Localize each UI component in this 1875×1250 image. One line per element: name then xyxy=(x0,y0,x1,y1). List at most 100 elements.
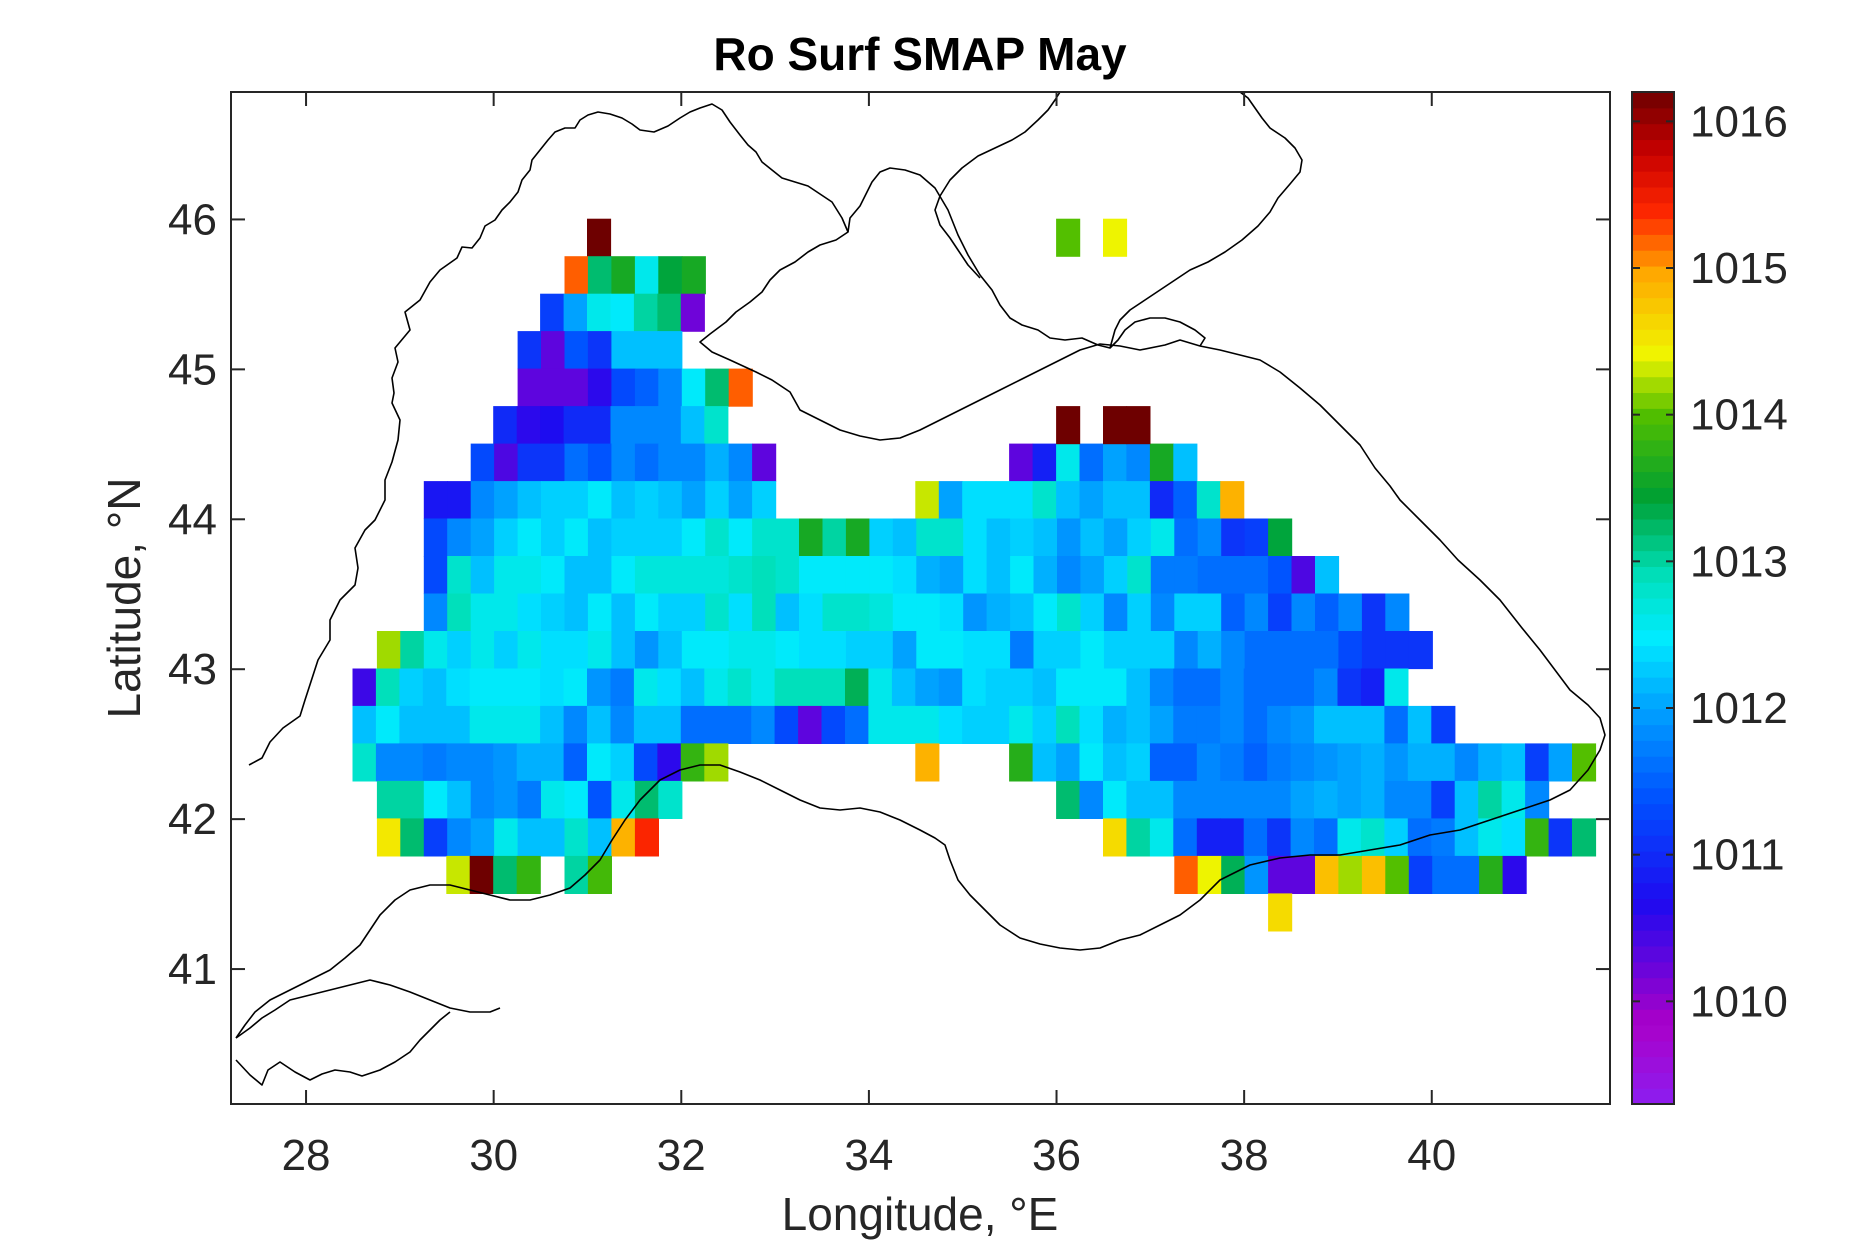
colorbar-tick-label: 1012 xyxy=(1690,684,1788,733)
heatmap-cell xyxy=(634,780,659,819)
heatmap-cell xyxy=(541,780,566,819)
colorbar-tick-label: 1013 xyxy=(1690,537,1788,586)
heatmap-cell xyxy=(939,518,964,557)
heatmap-cell xyxy=(1454,780,1479,819)
heatmap-cell xyxy=(1244,518,1269,557)
heatmap-cell xyxy=(1173,780,1198,819)
heatmap-cell xyxy=(447,593,472,632)
heatmap-cell xyxy=(1501,818,1526,857)
y-axis-ticks: 41 42 43 44 45 46 xyxy=(168,195,1610,994)
heatmap-cell xyxy=(422,668,447,707)
heatmap-cell xyxy=(1431,743,1456,782)
heatmap-cell xyxy=(1197,518,1222,557)
heatmap-cell xyxy=(1127,593,1152,632)
heatmap-cell xyxy=(541,556,566,595)
heatmap-cell xyxy=(352,668,377,707)
heatmap-cell xyxy=(611,593,636,632)
heatmap-cell xyxy=(1361,855,1386,894)
x-tick-label: 36 xyxy=(1032,1131,1081,1180)
heatmap-cell xyxy=(517,818,542,857)
heatmap-cell xyxy=(1314,743,1339,782)
heatmap-cell xyxy=(1407,705,1432,744)
heatmap-cell xyxy=(375,668,400,707)
heatmap-cell xyxy=(1361,631,1386,670)
heatmap-cell xyxy=(1243,780,1268,819)
heatmap-cell xyxy=(1291,556,1316,595)
heatmap-cell xyxy=(587,705,612,744)
heatmap-cell xyxy=(892,593,917,632)
heatmap-cell xyxy=(634,818,659,857)
heatmap-cell xyxy=(563,293,588,332)
heatmap-cell xyxy=(681,481,706,520)
heatmap-cell xyxy=(587,256,612,295)
heatmap-cell xyxy=(845,705,870,744)
heatmap-cell xyxy=(915,481,940,520)
heatmap-cell xyxy=(892,556,917,595)
colorbar-swatch xyxy=(1632,550,1674,567)
heatmap-cell xyxy=(541,818,566,857)
heatmap-cell xyxy=(587,855,612,894)
heatmap-cell xyxy=(469,743,494,782)
heatmap-cell xyxy=(423,818,448,857)
heatmap-cell xyxy=(892,631,917,670)
heatmap-cell xyxy=(564,331,589,370)
heatmap-cell xyxy=(705,556,730,595)
heatmap-cell xyxy=(1126,443,1151,482)
heatmap-cell xyxy=(916,518,941,557)
heatmap-cell xyxy=(470,780,495,819)
heatmap-cell xyxy=(1408,631,1433,670)
heatmap-cell xyxy=(1103,518,1128,557)
heatmap-cell xyxy=(1009,481,1034,520)
heatmap-cell xyxy=(892,518,917,557)
heatmap-cell xyxy=(541,443,566,482)
heatmap-cell xyxy=(1196,668,1221,707)
colorbar-swatch xyxy=(1632,1009,1674,1026)
heatmap-cell xyxy=(1080,631,1105,670)
heatmap-cell xyxy=(1267,780,1292,819)
heatmap-cell xyxy=(517,518,542,557)
heatmap-cell xyxy=(634,556,659,595)
heatmap-cell xyxy=(986,593,1011,632)
heatmap-cell xyxy=(1032,481,1057,520)
heatmap-cell xyxy=(564,780,589,819)
heatmap-cell xyxy=(447,818,472,857)
heatmap-cell xyxy=(1127,631,1152,670)
heatmap-cell xyxy=(1080,556,1105,595)
heatmap-cell xyxy=(1268,518,1293,557)
colorbar-tick-label: 1010 xyxy=(1690,977,1788,1026)
heatmap-cell xyxy=(1149,443,1174,482)
heatmap-cell xyxy=(587,406,612,445)
heatmap-cell xyxy=(1431,780,1456,819)
colorbar-swatch xyxy=(1632,787,1674,805)
heatmap-cell xyxy=(1360,780,1385,819)
heatmap-cell xyxy=(1221,556,1246,595)
heatmap-cell xyxy=(564,481,589,520)
heatmap-cell xyxy=(587,368,612,407)
heatmap-cell xyxy=(516,855,541,894)
heatmap-cell xyxy=(986,631,1011,670)
heatmap-cell xyxy=(517,631,542,670)
heatmap-cell xyxy=(1337,780,1362,819)
heatmap-cell xyxy=(985,705,1010,744)
heatmap-cell xyxy=(634,443,659,482)
colorbar-swatch xyxy=(1632,961,1674,979)
chart-title: Ro Surf SMAP May xyxy=(713,28,1127,80)
heatmap-cell xyxy=(1197,631,1222,670)
heatmap-cell xyxy=(728,631,753,670)
heatmap-cell xyxy=(1149,668,1174,707)
heatmap-cell xyxy=(1267,818,1292,857)
plot-border xyxy=(230,91,1611,1105)
heatmap-cell xyxy=(1032,668,1057,707)
colorbar-swatch xyxy=(1632,487,1674,504)
heatmap-cell xyxy=(657,705,682,744)
heatmap-cell xyxy=(352,705,377,744)
heatmap-cell xyxy=(564,368,589,407)
heatmap-cell xyxy=(399,668,424,707)
heatmap-cell xyxy=(1525,780,1550,819)
heatmap-cell xyxy=(1291,631,1316,670)
heatmap-cell xyxy=(1337,743,1362,782)
colorbar-swatch xyxy=(1632,835,1674,852)
y-tick-label: 44 xyxy=(168,495,217,544)
heatmap-cell xyxy=(1548,818,1573,857)
heatmap-cell xyxy=(1173,443,1198,482)
